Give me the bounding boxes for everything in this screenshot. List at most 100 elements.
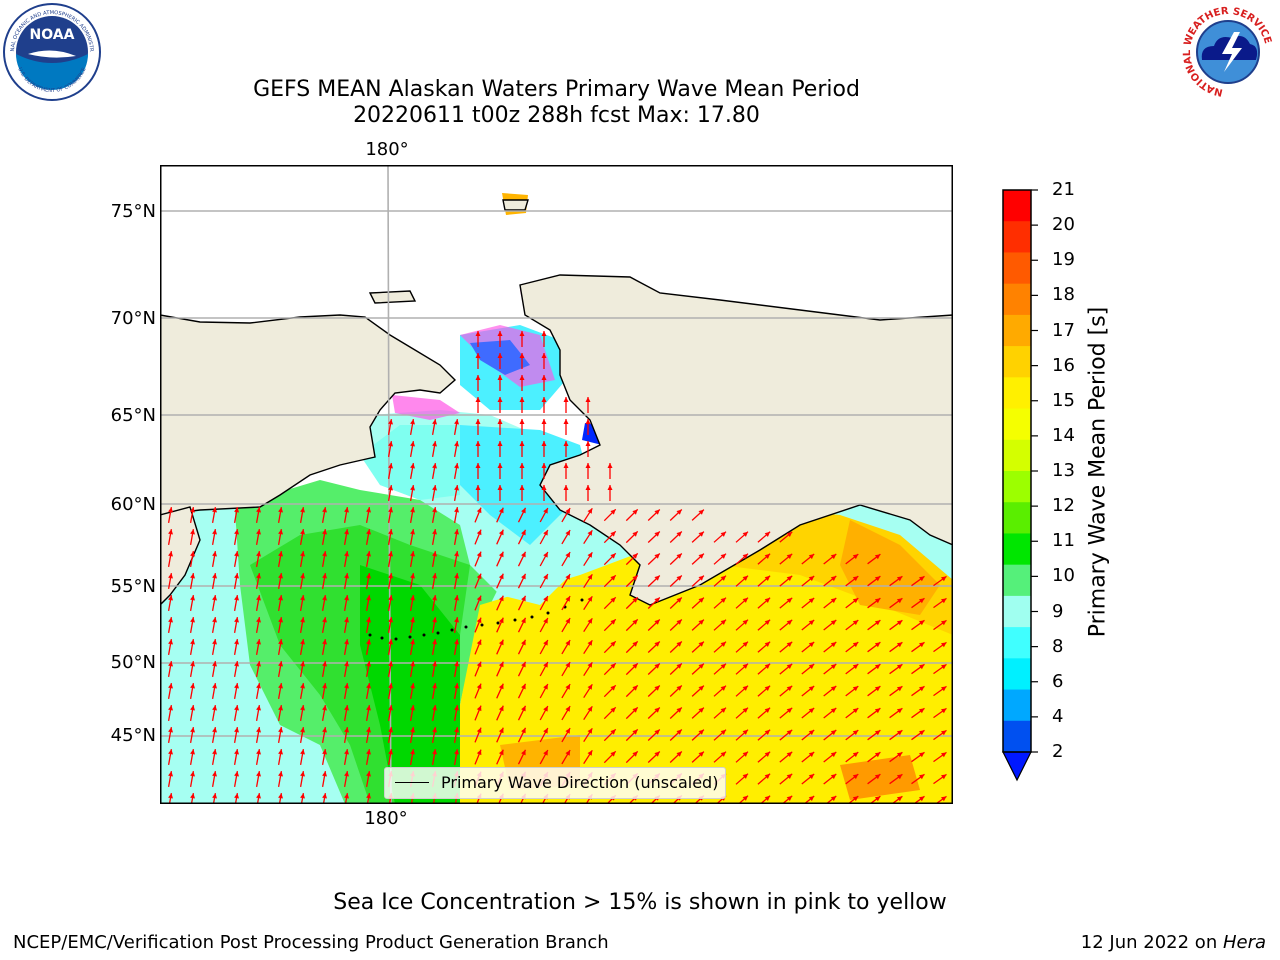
wave-arrow-head <box>543 750 548 756</box>
wave-arrow-head <box>410 551 415 557</box>
colorbar-cell <box>1003 471 1031 503</box>
wave-arrow-head <box>234 705 239 711</box>
wave-arrow-head <box>454 419 459 425</box>
wave-arrow-head <box>874 554 881 560</box>
wave-arrow-head <box>786 553 793 559</box>
wave-arrow-head <box>234 639 239 645</box>
wave-arrow-head <box>475 463 481 468</box>
wave-arrow-head <box>278 771 283 777</box>
wave-arrow-head <box>565 662 571 668</box>
wave-arrow-head <box>278 749 283 755</box>
wave-arrow-head <box>919 796 925 802</box>
wave-arrow-head <box>607 485 613 490</box>
wave-arrow-head <box>808 774 815 780</box>
wave-arrow-head <box>498 661 504 668</box>
wave-arrow-head <box>476 661 482 668</box>
wave-arrow-head <box>168 639 173 645</box>
wave-arrow-head <box>432 419 437 425</box>
wave-arrow-head <box>410 727 415 733</box>
wave-arrow-head <box>278 727 283 733</box>
wave-arrow-head <box>344 705 349 711</box>
wave-arrow-head <box>941 642 947 648</box>
wave-arrow-head <box>190 683 195 689</box>
wave-arrow-head <box>565 552 571 558</box>
wave-arrow-head <box>654 751 660 757</box>
wave-arrow-head <box>212 661 217 667</box>
wave-arrow-head <box>764 773 771 779</box>
colorbar-tick-label: 13 <box>1052 460 1075 481</box>
wave-arrow-head <box>519 419 525 424</box>
wave-arrow-head <box>410 441 415 447</box>
lat-label-45: 45°N <box>110 725 156 746</box>
wave-arrow-head <box>896 796 903 802</box>
wave-arrow-head <box>632 575 638 581</box>
wave-arrow-head <box>256 771 261 777</box>
wave-arrow-head <box>941 796 947 802</box>
wave-arrow-head <box>432 639 437 645</box>
wave-arrow-head <box>786 531 793 537</box>
wave-arrow-head <box>366 639 371 645</box>
wave-arrow-head <box>654 575 660 581</box>
colorbar-tick-label: 18 <box>1052 284 1075 306</box>
wave-arrow-head <box>476 727 482 734</box>
wave-arrow-head <box>587 640 593 646</box>
wave-arrow-head <box>454 529 459 535</box>
wave-arrow-head <box>212 507 217 513</box>
wave-arrow-head <box>410 463 415 469</box>
wave-arrow-head <box>519 331 525 336</box>
colorbar-cell <box>1003 627 1031 659</box>
wave-arrow-head <box>388 507 393 513</box>
wave-arrow-head <box>366 507 371 513</box>
wave-arrow-head <box>388 661 393 667</box>
wave-arrow-head <box>475 485 481 490</box>
wave-arrow-head <box>476 573 482 580</box>
wave-arrow-head <box>720 641 726 647</box>
wave-arrow-head <box>190 793 195 799</box>
wave-arrow-head <box>698 575 704 581</box>
wave-arrow-head <box>212 573 217 579</box>
wave-arrow-head <box>366 661 371 667</box>
wave-arrow-head <box>432 661 437 667</box>
wave-arrow-head <box>610 707 616 713</box>
wave-arrow-head <box>764 707 771 713</box>
wave-arrow-head <box>388 749 393 755</box>
wave-arrow-head <box>322 683 327 689</box>
wave-arrow-head <box>852 554 859 560</box>
wave-arrow-head <box>563 397 569 402</box>
wave-arrow-head <box>476 529 482 536</box>
wave-arrow-head <box>543 706 548 712</box>
wave-arrow-head <box>521 727 526 734</box>
wave-arrow-head <box>587 662 593 668</box>
wave-arrow-head <box>410 507 415 513</box>
wave-arrow-head <box>190 771 195 777</box>
colorbar-tick-label: 15 <box>1052 389 1075 411</box>
wave-arrow-head <box>565 706 571 712</box>
wave-arrow-head <box>432 705 437 711</box>
wave-arrow-head <box>764 751 771 757</box>
wave-arrow-head <box>432 727 437 733</box>
wave-arrow-head <box>432 485 437 491</box>
wave-arrow-head <box>410 639 415 645</box>
wave-arrow-head <box>720 707 726 713</box>
wave-arrow-head <box>300 529 305 535</box>
wave-arrow-head <box>168 595 173 601</box>
wave-arrow-head <box>698 707 704 713</box>
wave-arrow-head <box>896 576 903 582</box>
wave-arrow-head <box>941 598 947 604</box>
wave-arrow-head <box>521 749 526 756</box>
wave-arrow-head <box>300 727 305 733</box>
wave-arrow-head <box>344 639 349 645</box>
wave-arrow-head <box>322 639 327 645</box>
wave-arrow-head <box>322 705 327 711</box>
wave-arrow-head <box>300 595 305 601</box>
wave-arrow-head <box>654 531 660 537</box>
footer-machine: Hera <box>1222 932 1266 953</box>
wave-arrow-head <box>521 551 526 558</box>
colorbar-cell <box>1003 377 1031 410</box>
wave-arrow-head <box>543 728 548 734</box>
wave-arrow-head <box>698 685 704 691</box>
wave-arrow-head <box>632 619 638 625</box>
wave-arrow-head <box>941 730 947 736</box>
wave-arrow-head <box>720 663 726 669</box>
wave-arrow-head <box>256 551 261 557</box>
